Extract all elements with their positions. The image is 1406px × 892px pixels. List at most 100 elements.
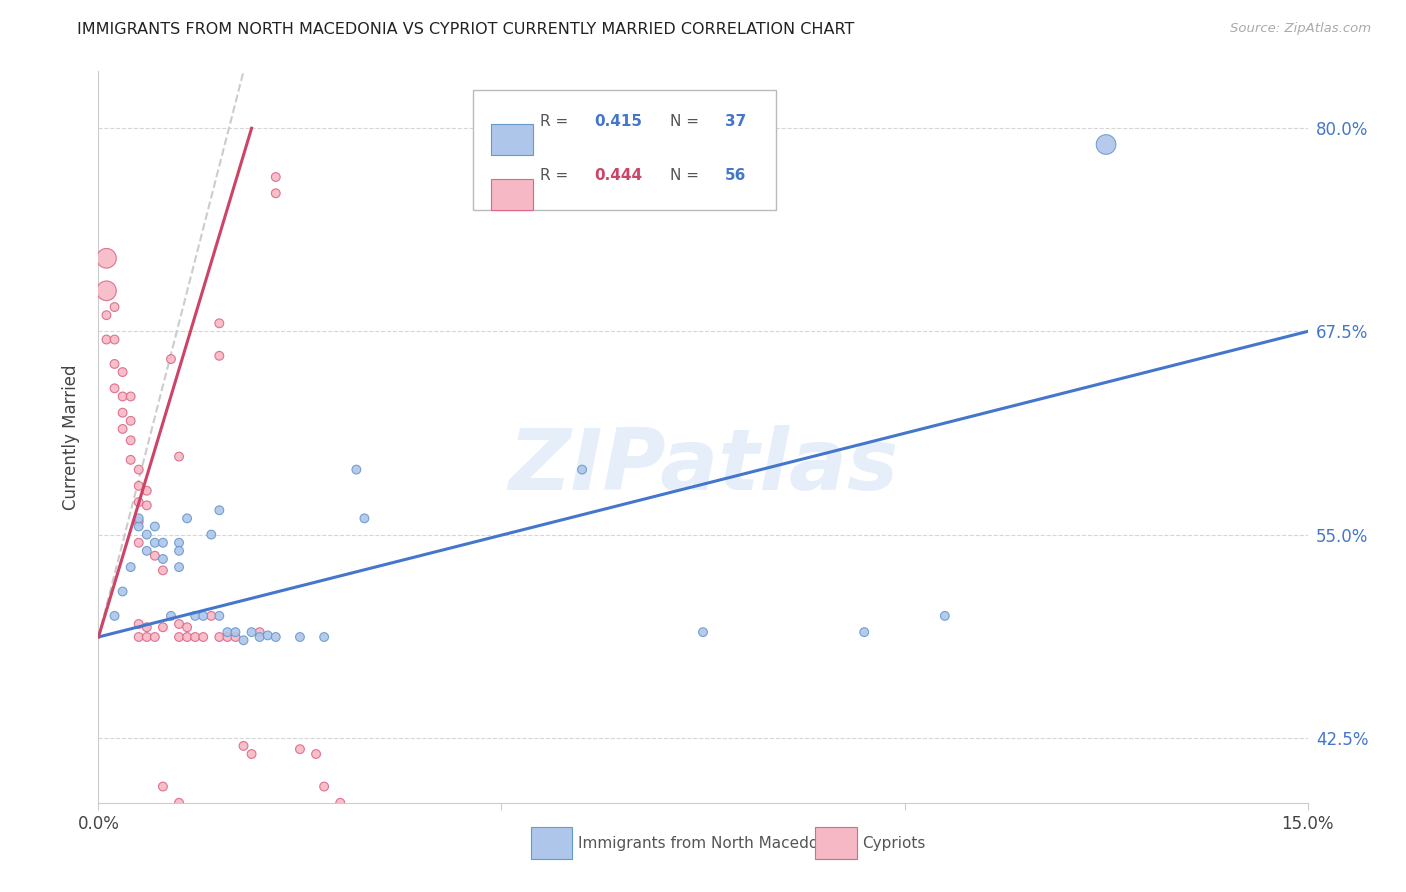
- Point: [152, 535, 174, 549]
- Point: [143, 630, 166, 644]
- Point: [193, 608, 215, 623]
- Point: [167, 544, 190, 558]
- Point: [208, 349, 231, 363]
- Point: [135, 483, 157, 498]
- Point: [256, 628, 278, 642]
- Point: [264, 630, 287, 644]
- Point: [120, 560, 142, 574]
- Text: N =: N =: [671, 113, 704, 128]
- Point: [111, 584, 134, 599]
- FancyBboxPatch shape: [815, 827, 856, 859]
- FancyBboxPatch shape: [531, 827, 572, 859]
- Point: [314, 630, 336, 644]
- Point: [224, 625, 246, 640]
- Point: [193, 630, 215, 644]
- Point: [853, 625, 876, 640]
- Point: [344, 462, 367, 476]
- Point: [128, 479, 150, 493]
- Text: 56: 56: [724, 169, 747, 184]
- Point: [143, 535, 166, 549]
- Point: [143, 549, 166, 563]
- Point: [96, 252, 118, 266]
- Point: [128, 495, 150, 509]
- Point: [934, 608, 956, 623]
- Point: [208, 608, 231, 623]
- Point: [152, 552, 174, 566]
- Text: 37: 37: [724, 113, 747, 128]
- Point: [200, 527, 222, 541]
- Point: [96, 284, 118, 298]
- Point: [692, 625, 714, 640]
- Point: [249, 630, 271, 644]
- Point: [224, 630, 246, 644]
- Point: [208, 630, 231, 644]
- Point: [160, 608, 183, 623]
- Point: [135, 499, 157, 513]
- Point: [264, 169, 287, 184]
- Point: [128, 535, 150, 549]
- Point: [120, 434, 142, 448]
- Point: [184, 608, 207, 623]
- Point: [240, 747, 263, 761]
- Point: [176, 511, 198, 525]
- Point: [143, 519, 166, 533]
- Point: [135, 620, 157, 634]
- Point: [167, 617, 190, 632]
- Point: [217, 625, 239, 640]
- Point: [314, 780, 336, 794]
- Point: [128, 617, 150, 632]
- Point: [184, 630, 207, 644]
- Point: [103, 333, 125, 347]
- Point: [305, 747, 328, 761]
- Point: [160, 352, 183, 367]
- Text: Immigrants from North Macedonia: Immigrants from North Macedonia: [578, 836, 842, 851]
- Point: [128, 462, 150, 476]
- Point: [152, 563, 174, 577]
- Point: [167, 450, 190, 464]
- Point: [288, 742, 311, 756]
- Text: 0.415: 0.415: [595, 113, 643, 128]
- Point: [128, 519, 150, 533]
- Point: [176, 620, 198, 634]
- Point: [353, 511, 375, 525]
- Point: [176, 630, 198, 644]
- Point: [167, 535, 190, 549]
- Text: R =: R =: [540, 169, 572, 184]
- Point: [111, 406, 134, 420]
- Point: [288, 630, 311, 644]
- Point: [208, 316, 231, 330]
- Point: [135, 544, 157, 558]
- Point: [103, 608, 125, 623]
- Point: [200, 608, 222, 623]
- Point: [103, 300, 125, 314]
- Text: IMMIGRANTS FROM NORTH MACEDONIA VS CYPRIOT CURRENTLY MARRIED CORRELATION CHART: IMMIGRANTS FROM NORTH MACEDONIA VS CYPRI…: [77, 22, 855, 37]
- Point: [167, 630, 190, 644]
- Point: [232, 633, 254, 648]
- Point: [111, 422, 134, 436]
- Point: [232, 739, 254, 753]
- Point: [1095, 137, 1118, 152]
- Point: [128, 511, 150, 525]
- Point: [135, 630, 157, 644]
- Point: [240, 625, 263, 640]
- Point: [329, 796, 352, 810]
- Text: 0.444: 0.444: [595, 169, 643, 184]
- Point: [167, 796, 190, 810]
- Point: [120, 389, 142, 403]
- Point: [96, 333, 118, 347]
- Point: [152, 620, 174, 634]
- Point: [571, 462, 593, 476]
- Point: [128, 630, 150, 644]
- Point: [120, 453, 142, 467]
- Point: [217, 630, 239, 644]
- Y-axis label: Currently Married: Currently Married: [62, 364, 80, 510]
- Point: [96, 308, 118, 322]
- Point: [264, 186, 287, 201]
- Point: [103, 357, 125, 371]
- Text: Source: ZipAtlas.com: Source: ZipAtlas.com: [1230, 22, 1371, 36]
- Point: [249, 625, 271, 640]
- Point: [128, 515, 150, 529]
- Text: Cypriots: Cypriots: [863, 836, 927, 851]
- FancyBboxPatch shape: [492, 124, 533, 155]
- Point: [152, 780, 174, 794]
